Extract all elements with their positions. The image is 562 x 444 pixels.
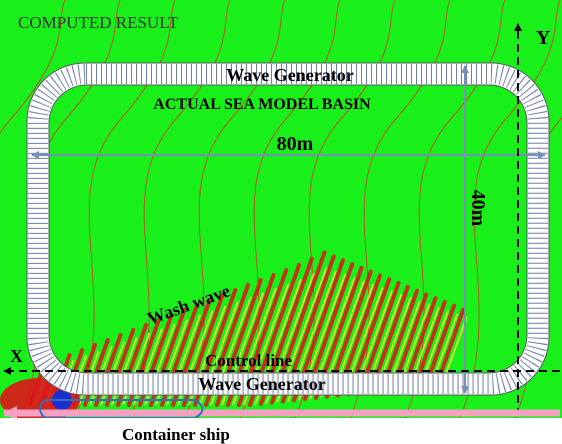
computed-result-figure: COMPUTED RESULT Wave Generator ACTUAL SE… [0, 0, 562, 444]
basin-label: ACTUAL SEA MODEL BASIN [153, 96, 371, 113]
ship-label: Container ship [122, 425, 230, 444]
control-line-label: Control line [205, 351, 293, 370]
page: COMPUTED RESULT Wave Generator ACTUAL SE… [0, 0, 562, 444]
width-label: 80m [277, 133, 314, 155]
x-axis-label: X [10, 346, 23, 366]
bottom-generator-label: Wave Generator [198, 374, 325, 394]
caption-strip [0, 418, 562, 444]
title: COMPUTED RESULT [18, 13, 179, 32]
y-axis-label: Y [536, 27, 551, 49]
height-label: 40m [467, 190, 489, 227]
top-generator-label: Wave Generator [226, 65, 353, 85]
